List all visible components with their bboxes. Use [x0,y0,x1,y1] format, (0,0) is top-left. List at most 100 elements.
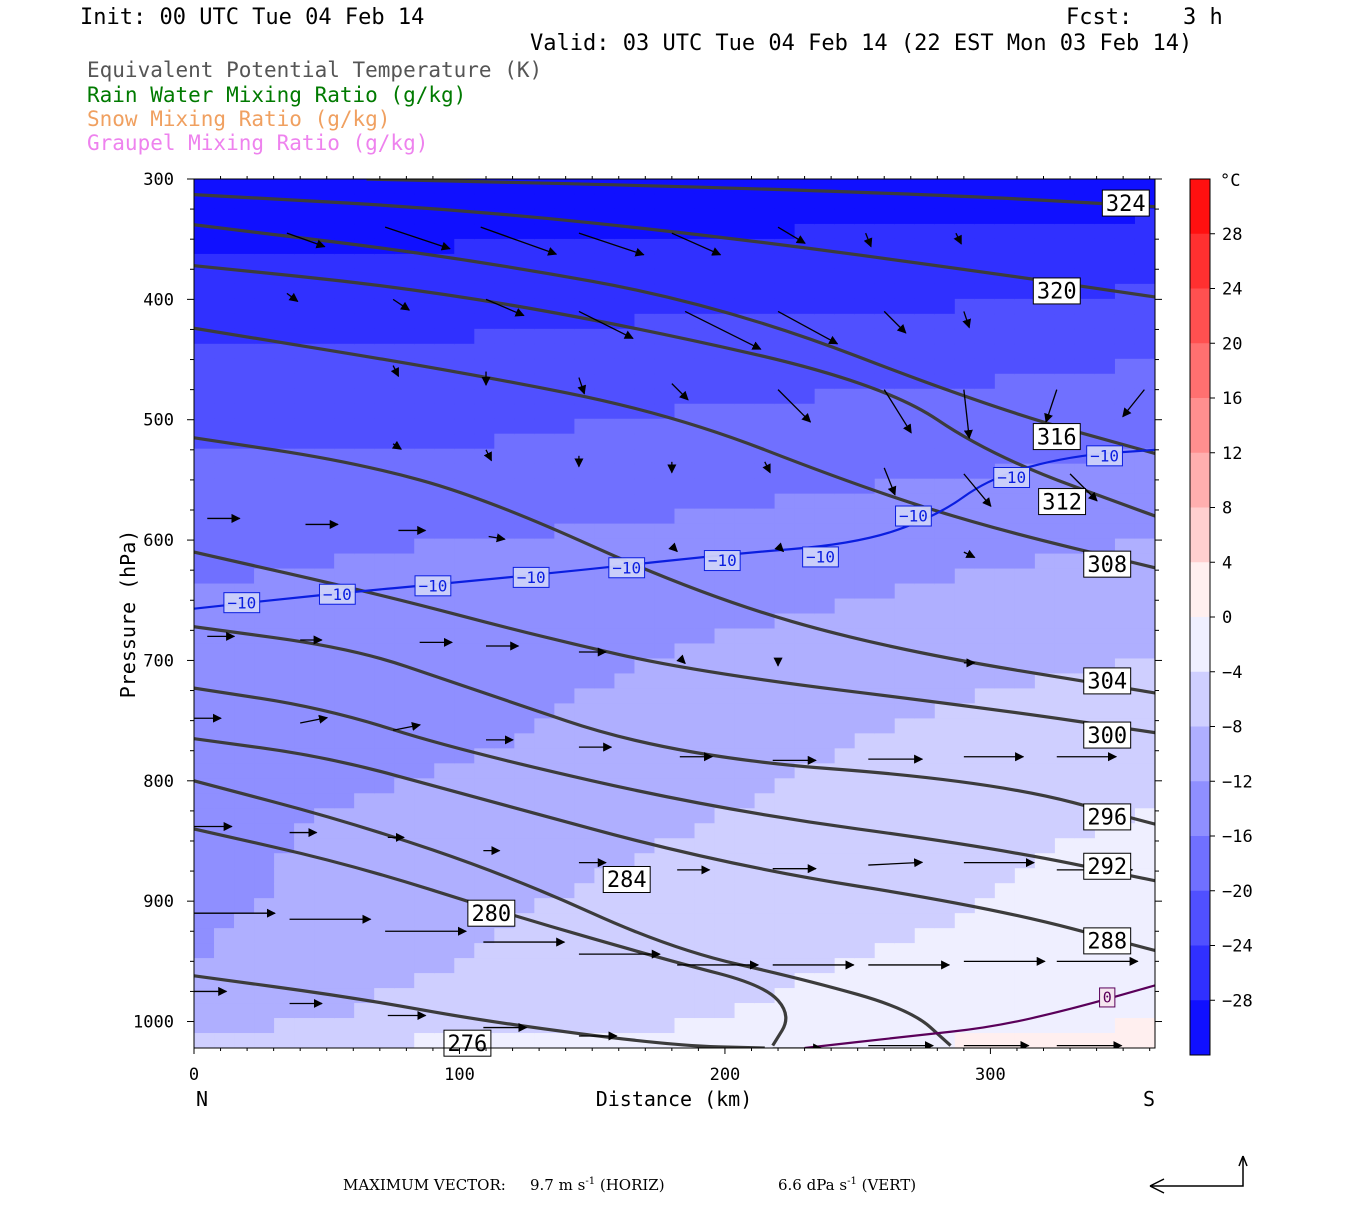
shading-cell [494,553,516,570]
shading-cell [594,508,616,525]
shading-cell [1074,463,1096,480]
shading-cell [934,598,956,615]
shading-cell [1034,733,1056,750]
shading-cell [634,598,656,615]
shading-cell [754,358,776,375]
shading-cell [574,463,596,480]
shading-cell [194,643,216,660]
shading-cell [1134,538,1155,555]
shading-cell [994,643,1016,660]
shading-cell [654,523,676,540]
shading-cell [394,478,416,495]
shading-cell [854,928,876,945]
shading-cell [414,853,436,870]
shading-cell [834,208,856,225]
shading-cell [694,628,716,645]
theta-e-label-text: 320 [1037,280,1077,305]
shading-cell [934,868,956,885]
shading-cell [314,958,336,975]
shading-cell [1114,883,1136,900]
shading-cell [714,688,736,705]
x-axis-right-end: S [1143,1087,1155,1111]
shading-cell [474,988,496,1005]
shading-cell [434,223,456,240]
shading-cell [934,568,956,585]
shading-cell [574,838,596,855]
shading-cell [1074,763,1096,780]
shading-cell [334,313,356,330]
init-time: Init: 00 UTC Tue 04 Feb 14 [80,5,425,30]
shading-cell [814,283,836,300]
isotherm-minus-10-label-text: −10 [612,558,641,577]
shading-cell [494,358,516,375]
shading-cell [354,478,376,495]
shading-cell [614,253,636,270]
shading-cell [1094,253,1116,270]
shading-cell [234,808,256,825]
shading-cell [1114,328,1136,345]
shading-cell [214,403,236,420]
shading-cell [654,718,676,735]
shading-cell [514,268,536,285]
shading-cell [394,703,416,720]
shading-cell [254,778,276,795]
shading-cell [814,598,836,615]
shading-cell [1054,733,1076,750]
shading-cell [374,478,396,495]
shading-cell [734,478,756,495]
shading-cell [734,913,756,930]
shading-cell [574,508,596,525]
shading-cell [354,448,376,465]
shading-cell [734,388,756,405]
shading-cell [694,778,716,795]
colorbar-label: 4 [1222,553,1232,573]
shading-cell [654,808,676,825]
shading-cell [334,463,356,480]
shading-cell [474,943,496,960]
shading-cell [814,298,836,315]
shading-cell [574,658,596,675]
shading-cell [494,988,516,1005]
shading-cell [434,553,456,570]
shading-cell [454,958,476,975]
shading-cell [894,838,916,855]
shading-cell [1074,223,1096,240]
shading-cell [234,508,256,525]
shading-cell [794,793,816,810]
shading-cell [1074,403,1096,420]
colorbar-band [1190,562,1210,618]
shading-cell [774,928,796,945]
shading-cell [314,793,336,810]
shading-cell [474,808,496,825]
shading-cell [834,223,856,240]
shading-cell [854,673,876,690]
shading-cell [354,703,376,720]
shading-cell [1134,298,1155,315]
shading-cell [254,523,276,540]
shading-cell [714,793,736,810]
shading-cell [514,253,536,270]
shading-cell [794,703,816,720]
shading-cell [454,643,476,660]
shading-cell [1034,208,1056,225]
shading-cell [454,838,476,855]
shading-cell [774,238,796,255]
shading-cell [574,448,596,465]
theta-e-contour [194,625,1155,826]
shading-cell [594,223,616,240]
shading-cell [914,673,936,690]
shading-cell [534,733,556,750]
shading-cell [234,568,256,585]
shading-cell [394,328,416,345]
shading-cell [994,823,1016,840]
shading-cell [934,883,956,900]
shading-cell [494,238,516,255]
shading-cell [914,823,936,840]
shading-cell [414,313,436,330]
shading-cell [374,418,396,435]
shading-cell [754,403,776,420]
colorbar-band [1190,671,1210,727]
shading-cell [194,298,216,315]
shading-cell [354,253,376,270]
shading-cell [474,538,496,555]
